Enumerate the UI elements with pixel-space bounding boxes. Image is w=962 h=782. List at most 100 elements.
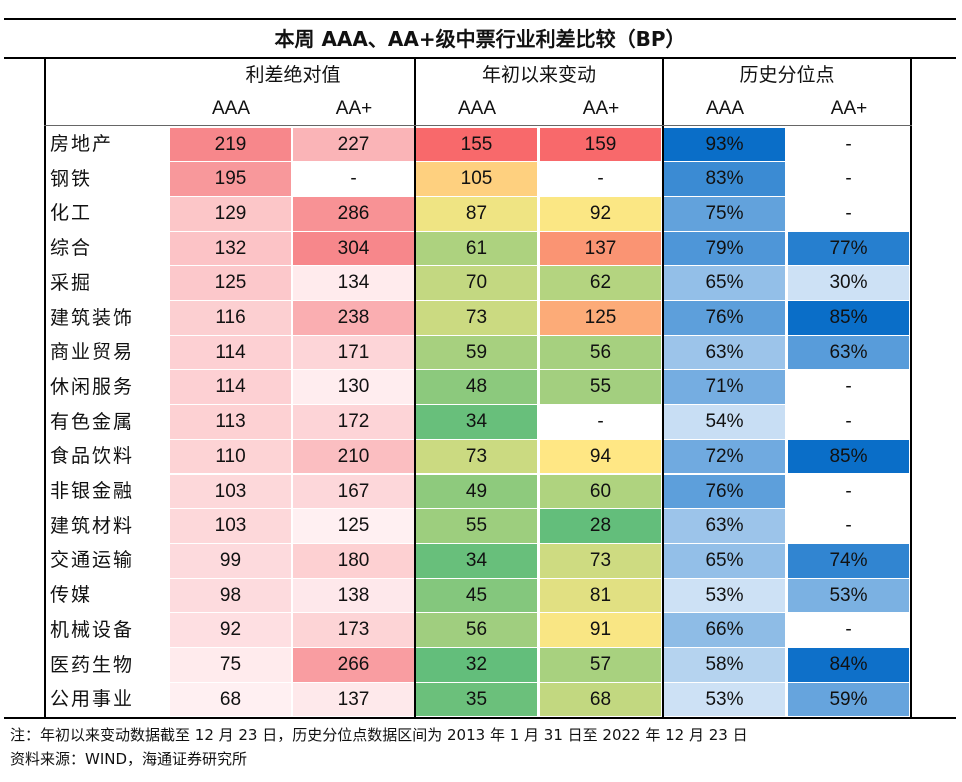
row-industry-label: 建筑材料 bbox=[50, 514, 135, 537]
table-cell: 304 bbox=[293, 231, 414, 266]
row-industry-label: 化工 bbox=[50, 202, 93, 225]
table-cell: 180 bbox=[293, 543, 414, 578]
bottom-border bbox=[4, 717, 956, 719]
column-header: AAA bbox=[211, 98, 251, 119]
table-cell: 59% bbox=[788, 682, 909, 717]
table-cell: 114 bbox=[170, 335, 291, 370]
table-cell: 134 bbox=[293, 266, 414, 300]
table-cell: 56 bbox=[416, 613, 537, 647]
table-cell: 155 bbox=[416, 127, 537, 162]
table-cell: 85% bbox=[788, 301, 909, 335]
row-industry-label: 房地产 bbox=[50, 133, 114, 155]
table-cell: 125 bbox=[293, 509, 414, 543]
table-cell: 56 bbox=[540, 335, 661, 370]
group-header: 历史分位点 bbox=[739, 64, 835, 86]
table-cell: 60 bbox=[540, 474, 661, 509]
table-cell: 137 bbox=[540, 231, 661, 266]
table-cell: 110 bbox=[170, 439, 291, 474]
table-cell: 125 bbox=[540, 301, 661, 335]
table-cell: 34 bbox=[416, 543, 537, 578]
table-cell: 54% bbox=[664, 405, 785, 439]
column-separator bbox=[910, 59, 912, 717]
group-header: 年初以来变动 bbox=[481, 64, 596, 86]
table-cell: 62 bbox=[540, 266, 661, 300]
row-industry-label: 休闲服务 bbox=[50, 375, 135, 398]
group-header: 利差绝对值 bbox=[245, 64, 341, 86]
column-header: AA+ bbox=[335, 98, 373, 119]
row-industry-label: 食品饮料 bbox=[50, 445, 135, 468]
table-cell: 137 bbox=[293, 682, 414, 717]
table-cell: - bbox=[788, 474, 909, 509]
table-cell: 92 bbox=[170, 613, 291, 647]
table-cell: 73 bbox=[416, 439, 537, 474]
table-cell: 172 bbox=[293, 405, 414, 439]
row-industry-label: 非银金融 bbox=[50, 480, 135, 502]
table-cell: 72% bbox=[664, 439, 785, 474]
table-cell: 66% bbox=[664, 613, 785, 647]
table-cell: 76% bbox=[664, 474, 785, 509]
footnote: 注：年初以来变动数据截至 12 月 23 日，历史分位点数据区间为 2013 年… bbox=[10, 726, 748, 744]
row-industry-label: 机械设备 bbox=[50, 618, 135, 641]
table-cell: 55 bbox=[540, 370, 661, 405]
row-industry-label: 医药生物 bbox=[50, 653, 135, 676]
table-cell: 173 bbox=[293, 613, 414, 647]
table-cell: 103 bbox=[170, 474, 291, 509]
table-cell: 93% bbox=[664, 127, 785, 162]
row-industry-label: 商业贸易 bbox=[50, 341, 135, 364]
table-cell: 130 bbox=[293, 370, 414, 405]
top-border bbox=[4, 18, 956, 20]
row-industry-label: 采掘 bbox=[50, 271, 93, 294]
table-cell: 116 bbox=[170, 301, 291, 335]
table-cell: 210 bbox=[293, 439, 414, 474]
table-cell: 87 bbox=[416, 196, 537, 231]
source-note: 资料来源：WIND，海通证券研究所 bbox=[10, 750, 248, 768]
column-header: AAA bbox=[457, 98, 497, 119]
row-industry-label: 公用事业 bbox=[50, 688, 135, 711]
table-cell: 49 bbox=[416, 474, 537, 509]
table-cell: 74% bbox=[788, 543, 909, 578]
table-cell: 63% bbox=[788, 335, 909, 370]
table-cell: 125 bbox=[170, 266, 291, 300]
table-cell: 75% bbox=[664, 196, 785, 231]
table-cell: 138 bbox=[293, 578, 414, 613]
table-cell: 129 bbox=[170, 196, 291, 231]
table-cell: - bbox=[788, 613, 909, 647]
table-cell: - bbox=[788, 196, 909, 231]
table-title: 本周 AAA、AA+级中票行业利差比较（BP） bbox=[274, 27, 686, 51]
table-cell: 81 bbox=[540, 578, 661, 613]
row-industry-label: 建筑装饰 bbox=[50, 306, 135, 329]
table-cell: - bbox=[788, 509, 909, 543]
table-cell: 105 bbox=[416, 162, 537, 196]
table-cell: - bbox=[788, 162, 909, 196]
table-cell: 171 bbox=[293, 335, 414, 370]
table-cell: 227 bbox=[293, 127, 414, 162]
table-cell: 132 bbox=[170, 231, 291, 266]
table-cell: 159 bbox=[540, 127, 661, 162]
title-divider bbox=[4, 57, 956, 59]
table-cell: 113 bbox=[170, 405, 291, 439]
table-cell: 58% bbox=[664, 648, 785, 682]
row-industry-label: 钢铁 bbox=[50, 167, 93, 190]
table-cell: 84% bbox=[788, 648, 909, 682]
row-industry-label: 综合 bbox=[50, 237, 93, 260]
table-cell: 79% bbox=[664, 231, 785, 266]
table-cell: 53% bbox=[664, 682, 785, 717]
table-cell: 53% bbox=[788, 578, 909, 613]
table-cell: 114 bbox=[170, 370, 291, 405]
table-cell: 167 bbox=[293, 474, 414, 509]
table-cell: 73 bbox=[416, 301, 537, 335]
table-cell: - bbox=[788, 405, 909, 439]
table-cell: 195 bbox=[170, 162, 291, 196]
table-cell: 30% bbox=[788, 266, 909, 300]
table-cell: 92 bbox=[540, 196, 661, 231]
table-cell: 34 bbox=[416, 405, 537, 439]
table-cell: 99 bbox=[170, 543, 291, 578]
column-separator bbox=[44, 59, 46, 717]
table-cell: 94 bbox=[540, 439, 661, 474]
table-cell: 219 bbox=[170, 127, 291, 162]
table-cell: 98 bbox=[170, 578, 291, 613]
column-header: AA+ bbox=[830, 98, 868, 119]
table-cell: 63% bbox=[664, 335, 785, 370]
table-cell: 48 bbox=[416, 370, 537, 405]
table-cell: 75 bbox=[170, 648, 291, 682]
